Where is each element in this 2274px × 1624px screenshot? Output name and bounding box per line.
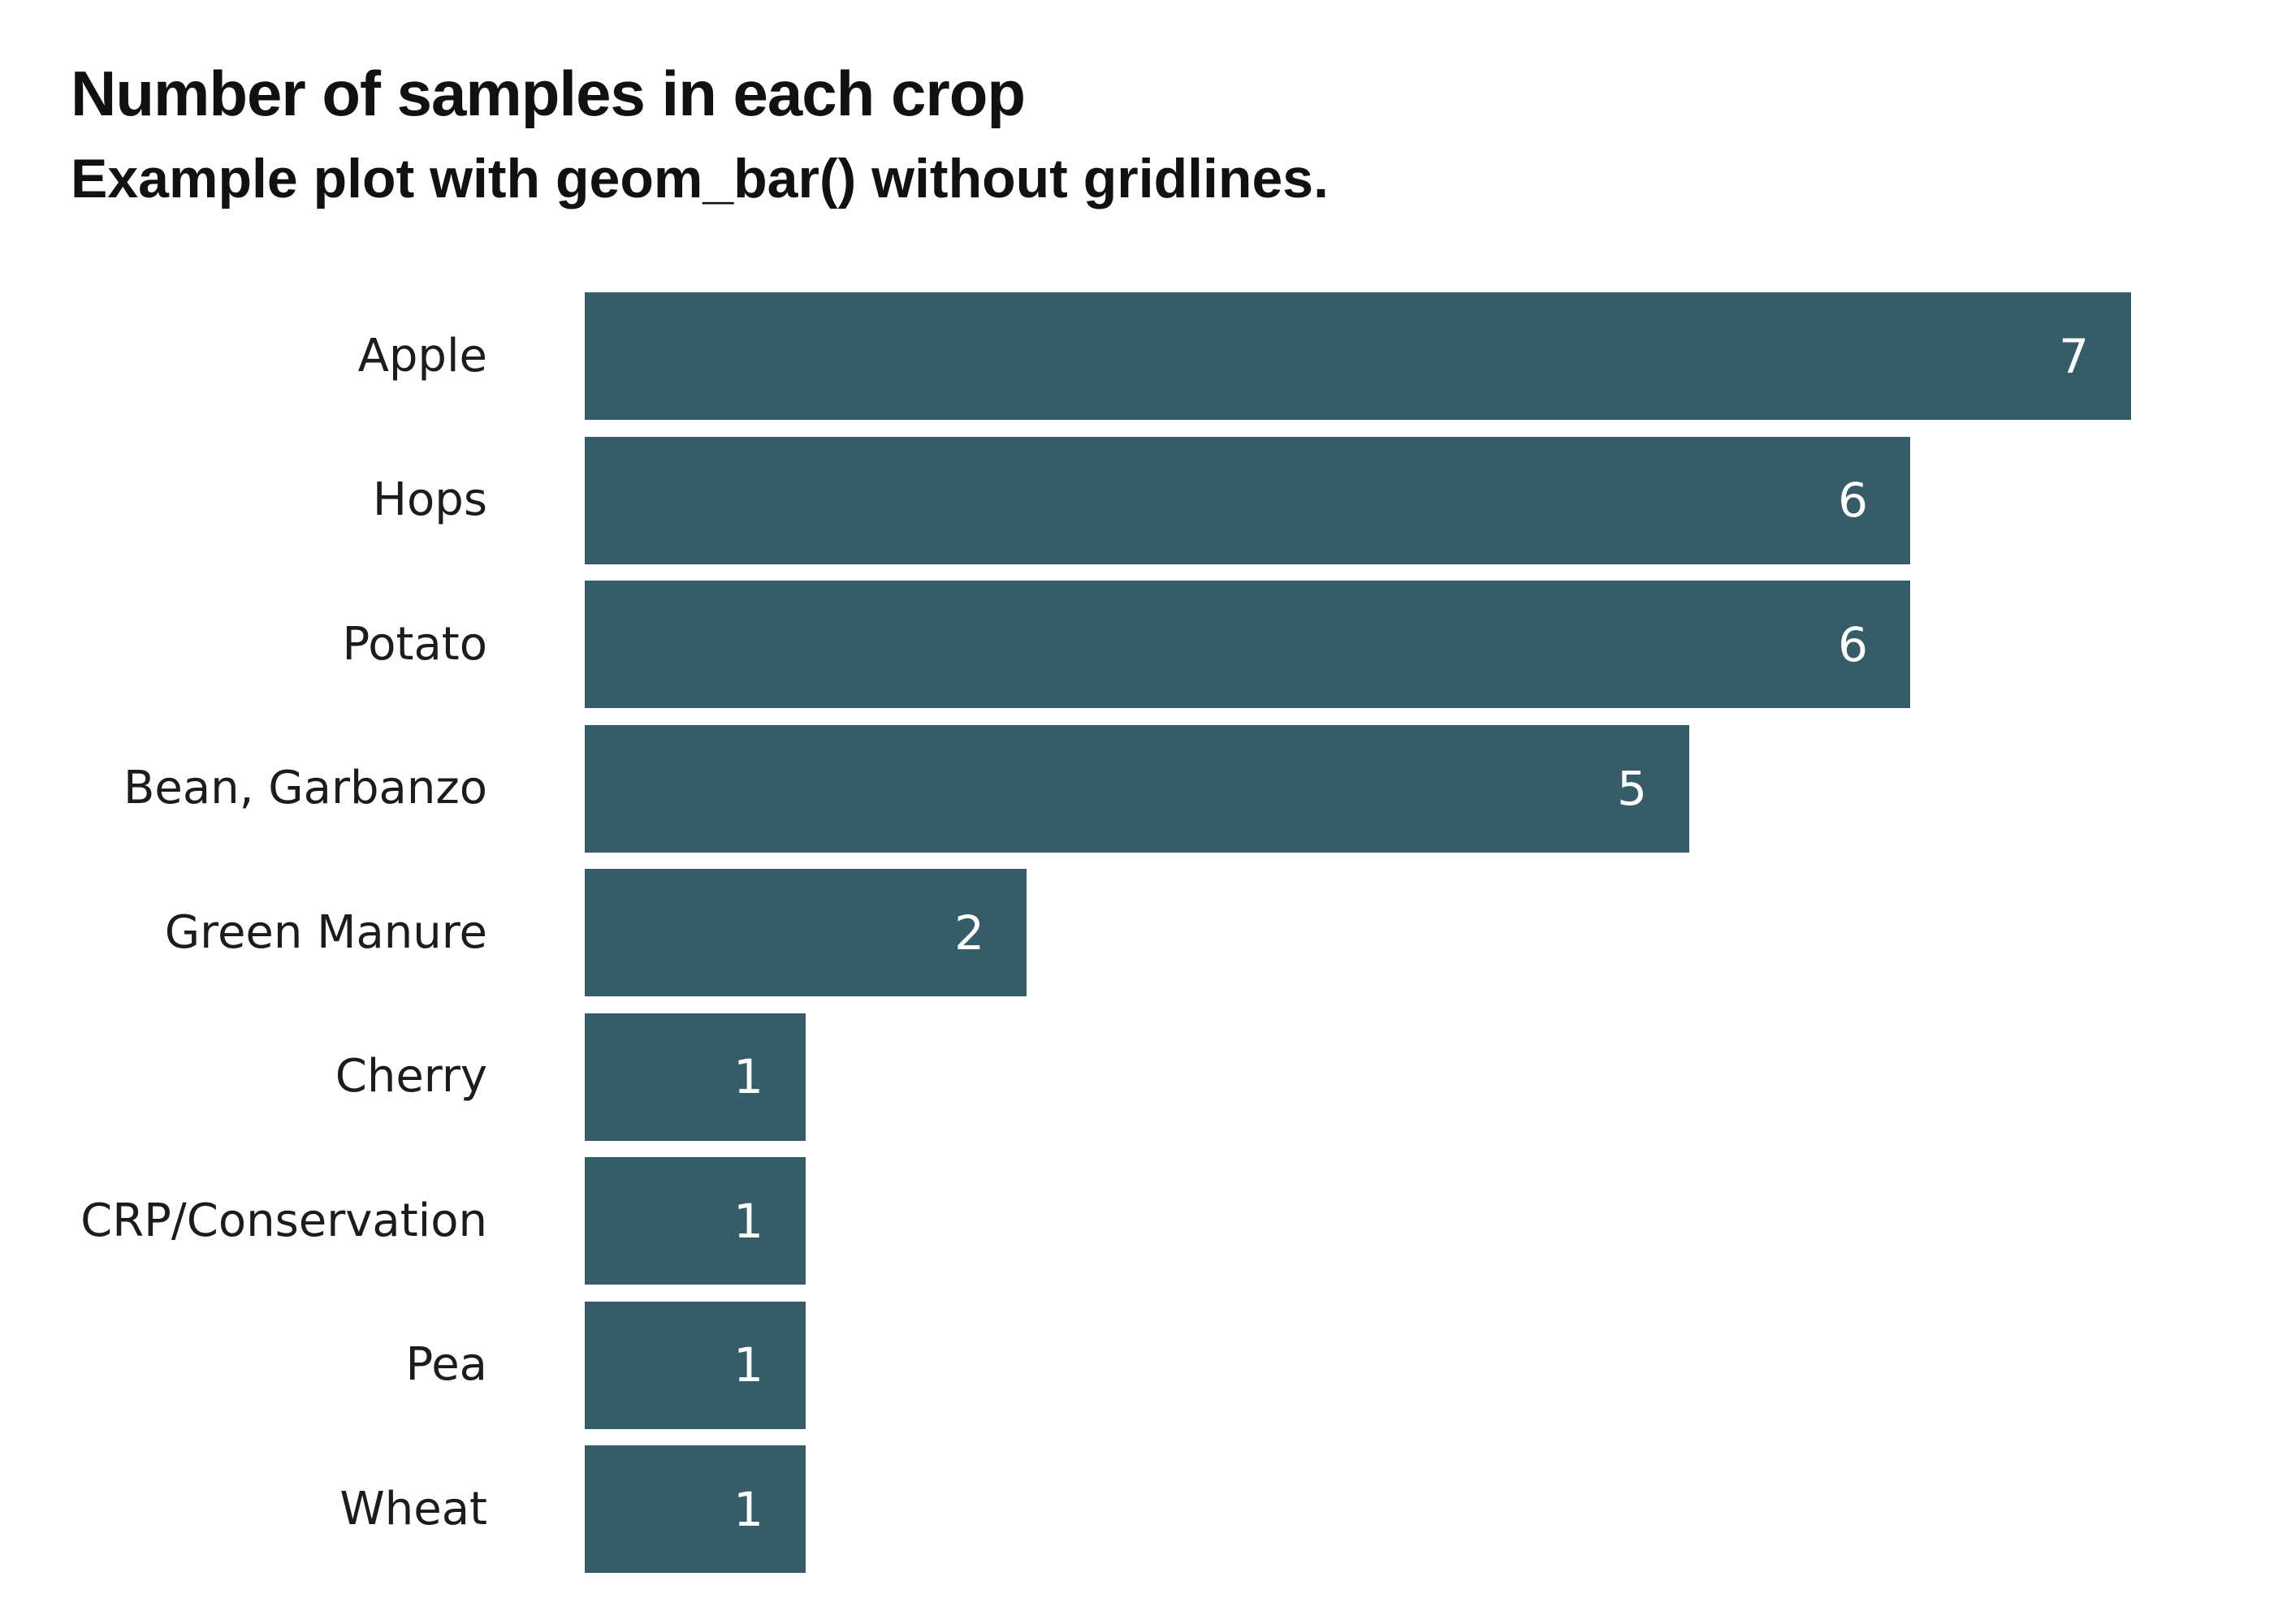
bar-row: Green Manure 2 xyxy=(0,861,2274,1005)
category-label: Green Manure xyxy=(164,905,487,959)
bar-row: Apple 7 xyxy=(0,284,2274,429)
bar-row: Potato 6 xyxy=(0,572,2274,717)
bar-row: Hops 6 xyxy=(0,429,2274,573)
plot-area: Apple 7 Hops 6 Potato 6 xyxy=(0,284,2274,1582)
value-label: 1 xyxy=(733,1193,763,1249)
bar: 1 xyxy=(585,1013,806,1141)
bar: 1 xyxy=(585,1445,806,1574)
value-label: 2 xyxy=(954,905,984,961)
value-label: 5 xyxy=(1617,761,1647,817)
bar: 7 xyxy=(585,292,2131,421)
bar-row: CRP/Conservation 1 xyxy=(0,1149,2274,1294)
bar-row: Bean, Garbanzo 5 xyxy=(0,717,2274,862)
category-label: CRP/Conservation xyxy=(80,1194,487,1247)
category-label: Hops xyxy=(372,473,487,527)
value-label: 6 xyxy=(1838,616,1868,672)
value-label: 6 xyxy=(1838,473,1868,529)
category-label: Potato xyxy=(342,617,487,671)
chart-title: Number of samples in each crop xyxy=(71,58,1026,129)
bar: 6 xyxy=(585,581,1910,709)
category-label: Apple xyxy=(357,329,487,382)
category-label: Wheat xyxy=(339,1482,487,1535)
bar: 2 xyxy=(585,869,1027,997)
value-label: 1 xyxy=(733,1481,763,1537)
category-label: Cherry xyxy=(335,1050,487,1104)
category-label: Pea xyxy=(405,1338,487,1392)
bar: 5 xyxy=(585,724,1689,853)
bar-row: Wheat 1 xyxy=(0,1437,2274,1582)
bar: 1 xyxy=(585,1301,806,1429)
bar-row: Cherry 1 xyxy=(0,1005,2274,1150)
bar: 6 xyxy=(585,436,1910,564)
value-label: 1 xyxy=(733,1049,763,1105)
bar: 1 xyxy=(585,1157,806,1285)
bar-row: Pea 1 xyxy=(0,1294,2274,1438)
value-label: 7 xyxy=(2059,328,2089,384)
chart-subtitle: Example plot with geom_bar() without gri… xyxy=(71,148,1329,209)
value-label: 1 xyxy=(733,1337,763,1393)
category-label: Bean, Garbanzo xyxy=(123,762,487,815)
